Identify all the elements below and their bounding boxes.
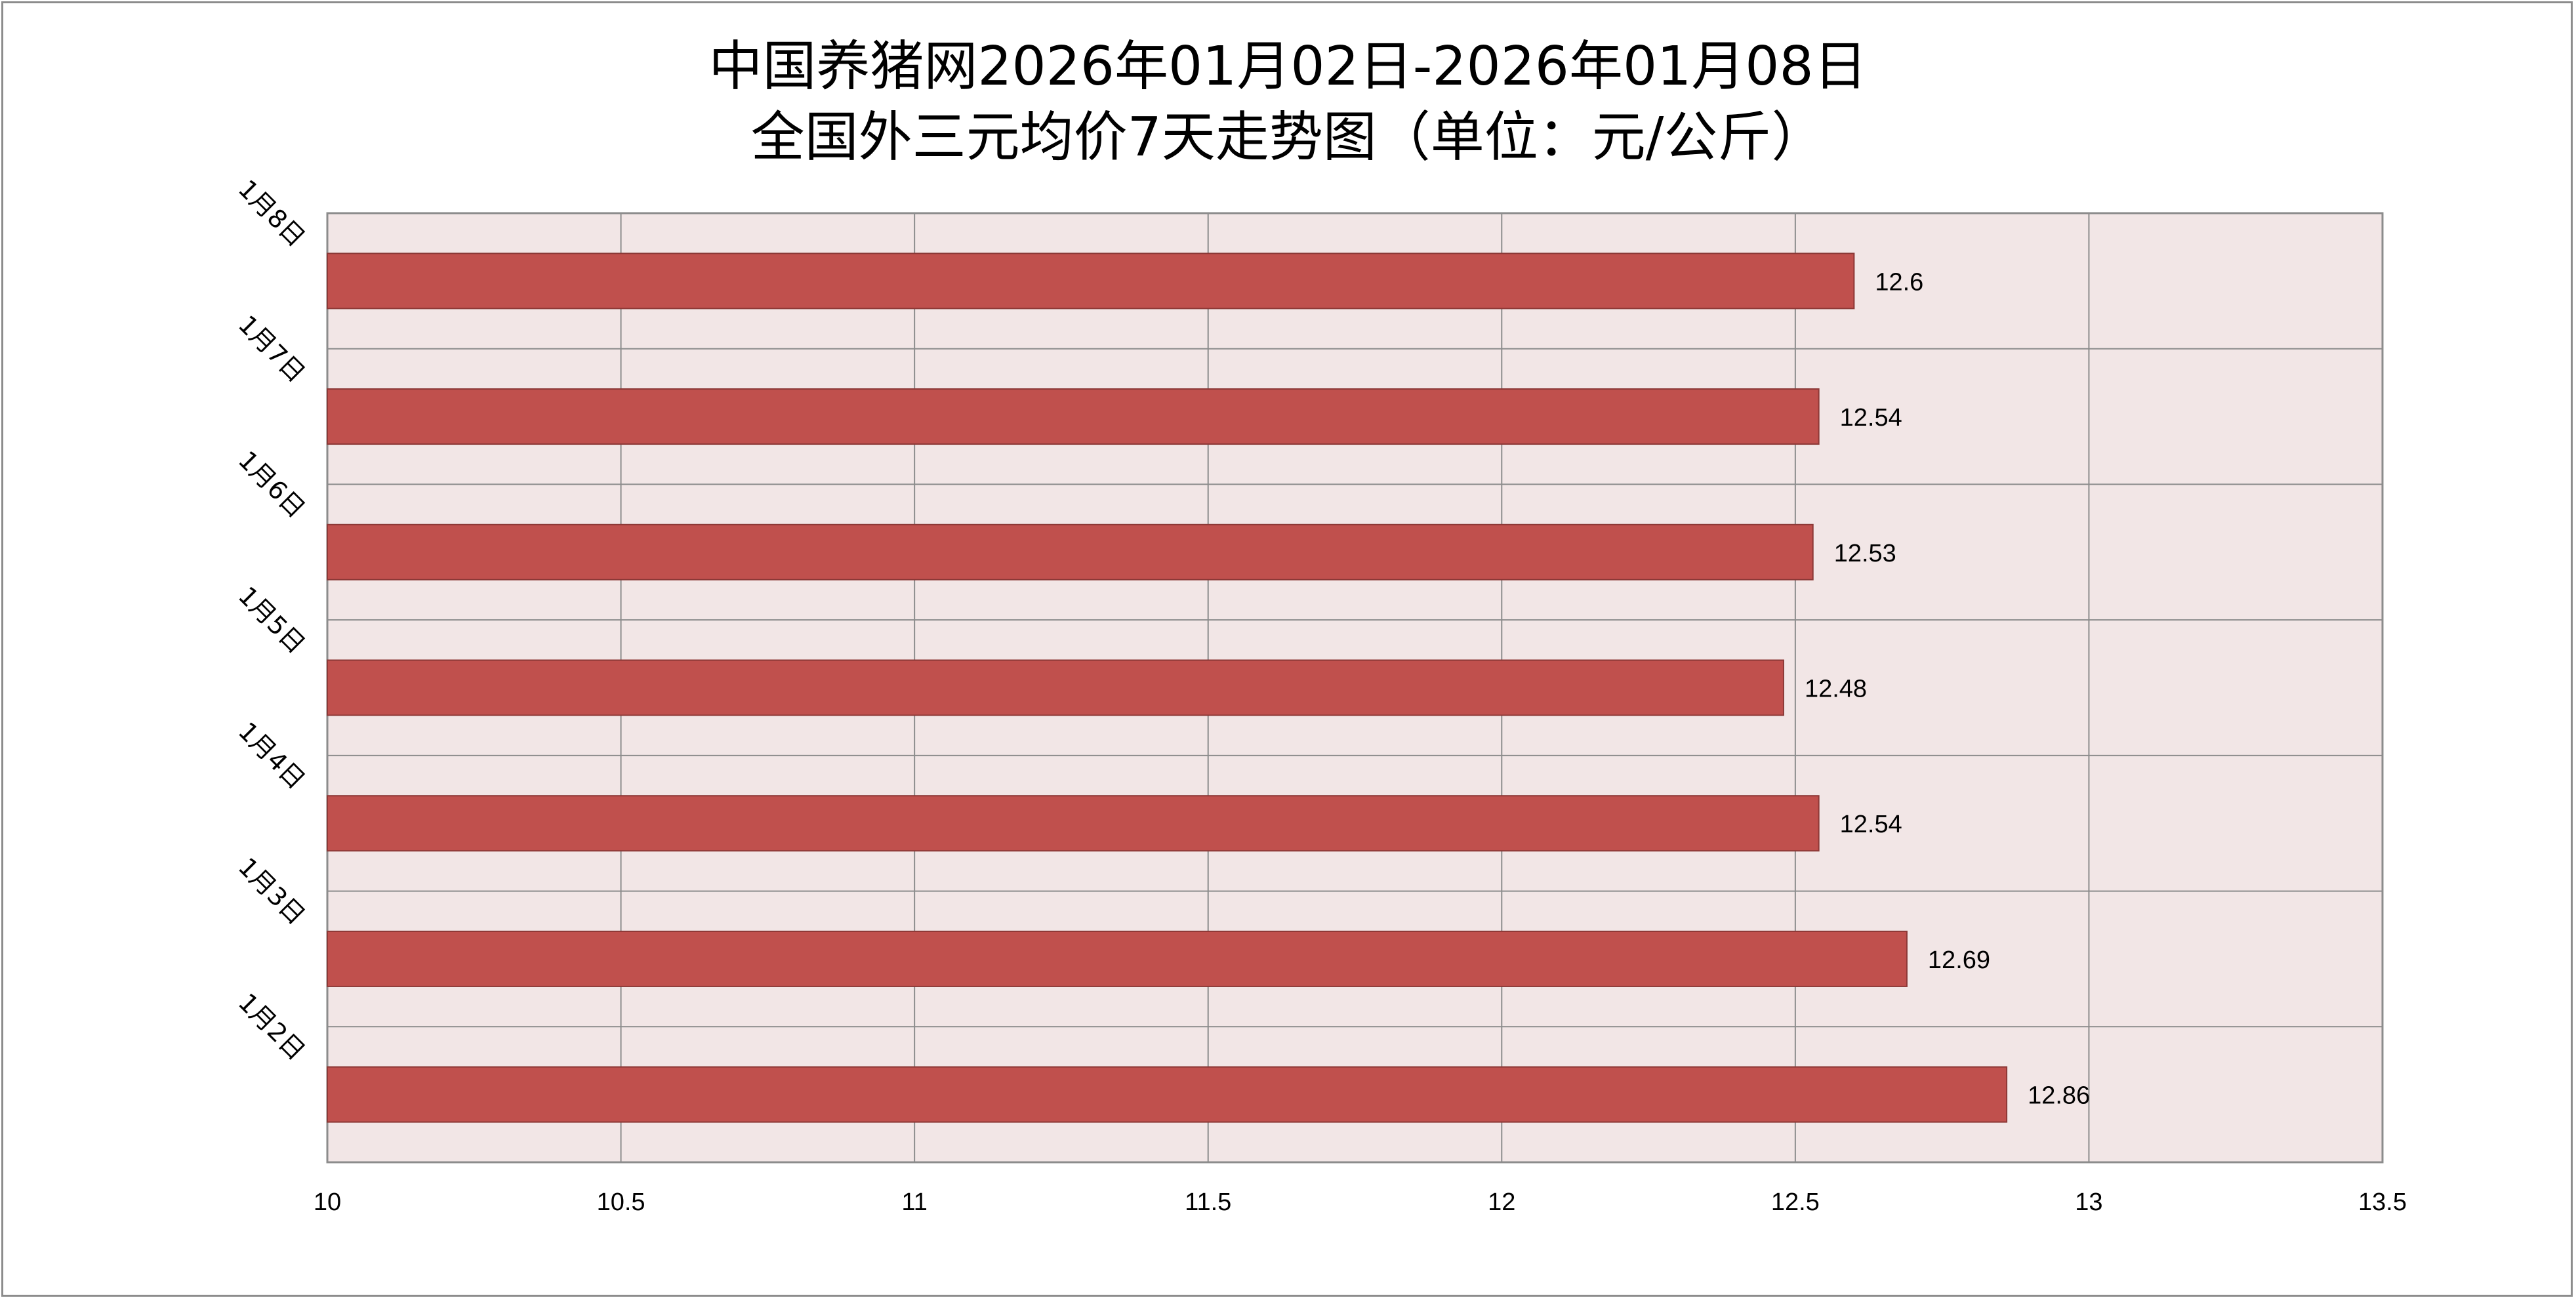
bar [327, 523, 1814, 580]
category-label: 1月5日 [233, 581, 311, 659]
chart-title-line-1: 中国养猪网2026年01月02日-2026年01月08日 [708, 35, 1868, 98]
data-label: 12.53 [1834, 540, 1896, 567]
category-label: 1月6日 [233, 445, 311, 523]
x-tick-label: 13.5 [2358, 1188, 2407, 1216]
bar [327, 930, 1908, 987]
data-label: 12.69 [1928, 946, 1990, 974]
bar [327, 795, 1820, 852]
data-label: 12.48 [1805, 676, 1867, 703]
bar [327, 659, 1784, 716]
x-tick-label: 12 [1488, 1188, 1515, 1216]
category-label: 1月8日 [233, 174, 311, 253]
x-tick-label: 10 [314, 1188, 341, 1216]
bars [327, 253, 2008, 1123]
x-axis-tick-labels: 10 10.5 11 11.5 12 12.5 13 13.5 [314, 1188, 2407, 1216]
data-label: 12.54 [1840, 811, 1902, 838]
category-label: 1月7日 [233, 310, 311, 388]
category-label: 1月3日 [233, 852, 311, 930]
category-label: 1月2日 [233, 988, 311, 1066]
data-labels: 12.86 12.69 12.54 12.48 12.53 12.54 12.6 [1805, 268, 2090, 1109]
data-label: 12.86 [2028, 1082, 2090, 1110]
y-axis-category-labels: 1月2日 1月3日 1月4日 1月5日 1月6日 1月7日 1月8日 [233, 174, 311, 1066]
bar [327, 253, 1855, 310]
category-label: 1月4日 [233, 717, 311, 795]
data-label: 12.6 [1875, 268, 1923, 296]
x-tick-label: 10.5 [597, 1188, 645, 1216]
bar [327, 388, 1820, 445]
x-tick-label: 11 [901, 1188, 927, 1216]
chart-title: 中国养猪网2026年01月02日-2026年01月08日 全国外三元均价7天走势… [0, 31, 2576, 173]
x-tick-label: 11.5 [1185, 1188, 1231, 1216]
x-tick-label: 13 [2075, 1188, 2102, 1216]
gridlines [327, 213, 2382, 1162]
x-tick-label: 12.5 [1771, 1188, 1820, 1216]
chart-title-line-2: 全国外三元均价7天走势图（单位：元/公斤） [750, 106, 1826, 169]
data-label: 12.54 [1840, 404, 1902, 432]
bar [327, 1066, 2008, 1123]
